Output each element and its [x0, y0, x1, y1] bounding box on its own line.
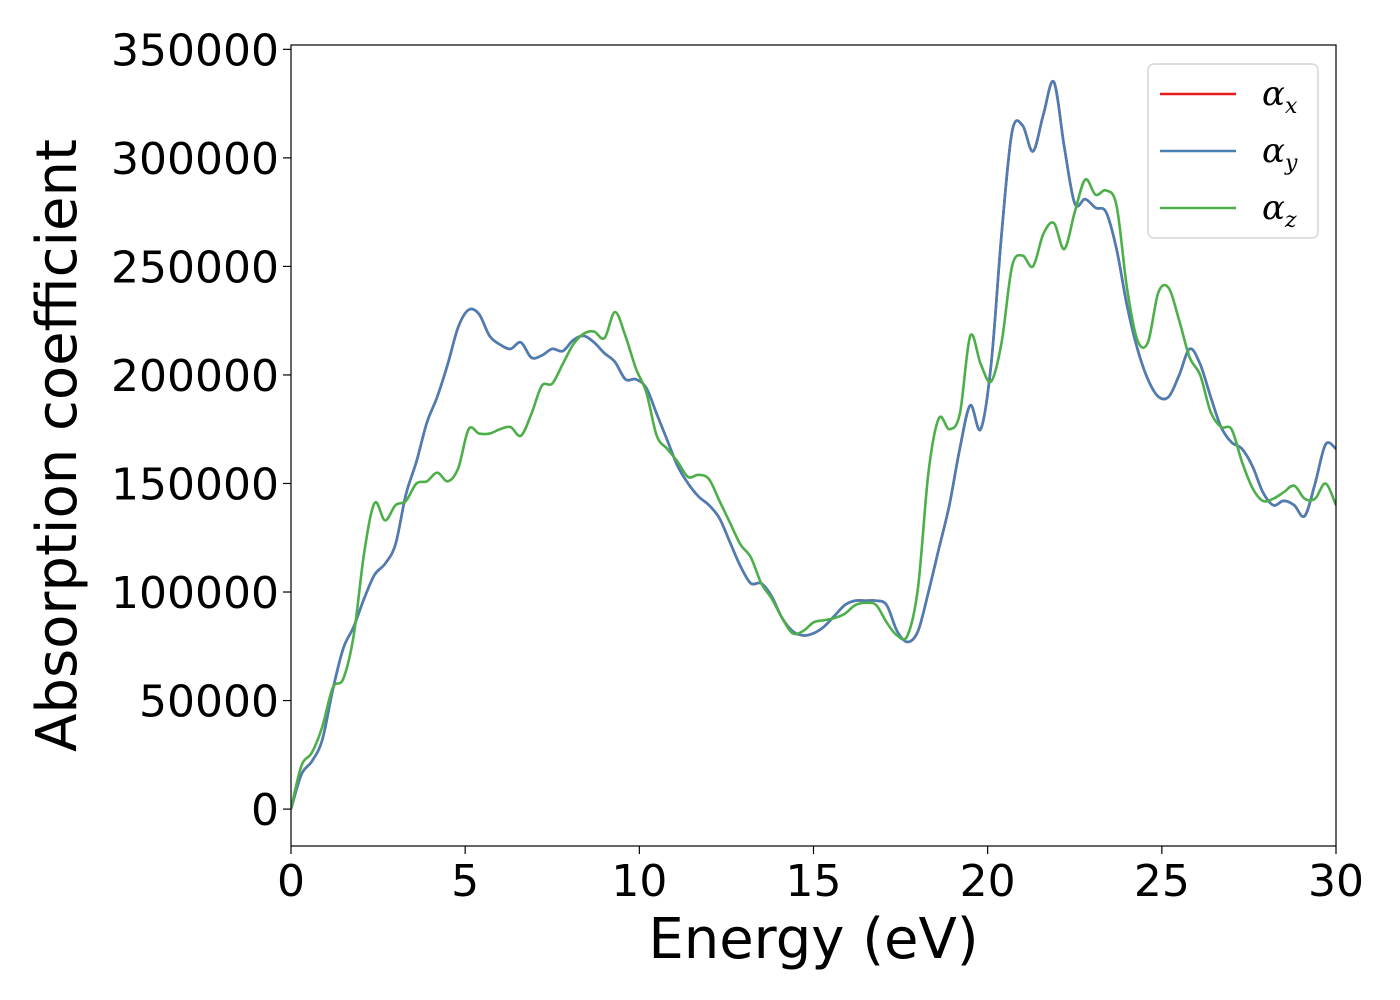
- x-tick-label: 5: [451, 856, 479, 907]
- y-axis: 0 50000 100000 150000 200000 250000 300000 3500…: [111, 25, 291, 836]
- series-line-y: [291, 79, 1336, 810]
- x-axis: 0 5 10 15 20 25 30: [277, 846, 1364, 907]
- y-tick-label: 0: [251, 785, 279, 836]
- y-tick-label: 350000: [111, 25, 279, 76]
- y-tick-label: 50000: [139, 677, 279, 728]
- x-tick-label: 15: [786, 856, 842, 907]
- legend-subscript-y: y: [1284, 151, 1298, 176]
- y-tick-label: 150000: [111, 459, 279, 510]
- x-tick-label: 10: [611, 856, 667, 907]
- y-tick-label: 100000: [111, 568, 279, 619]
- x-tick-label: 0: [277, 856, 305, 907]
- x-tick-label: 30: [1308, 856, 1364, 907]
- x-tick-label: 20: [960, 856, 1016, 907]
- legend-subscript-z: z: [1284, 208, 1297, 233]
- y-tick-label: 250000: [111, 242, 279, 293]
- legend-subscript-x: x: [1285, 94, 1298, 119]
- x-tick-label: 25: [1134, 856, 1190, 907]
- y-tick-label: 200000: [111, 351, 279, 402]
- y-tick-label: 300000: [111, 134, 279, 185]
- series-layer: [291, 79, 1336, 810]
- y-axis-label: Absorption coefficient: [25, 139, 90, 752]
- x-axis-label: Energy (eV): [648, 907, 978, 972]
- series-line-z: [291, 178, 1336, 810]
